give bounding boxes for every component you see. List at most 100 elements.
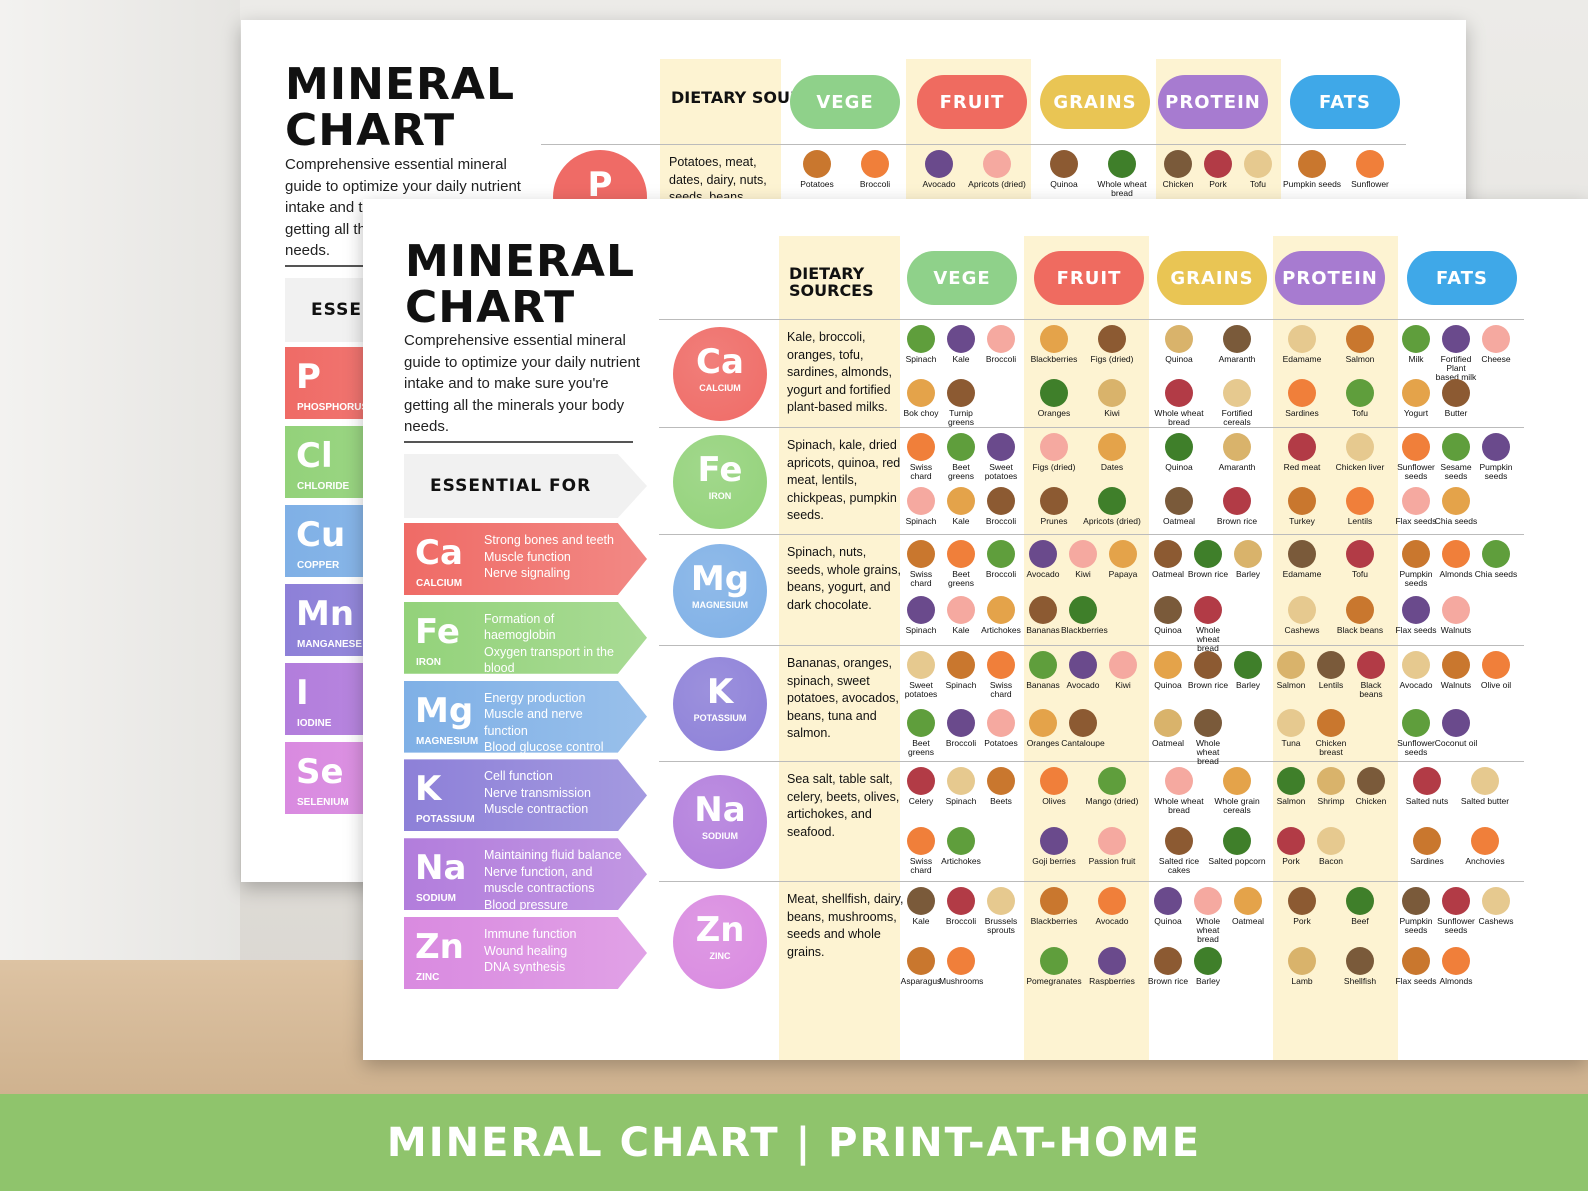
page-title: MINERAL CHART bbox=[405, 239, 635, 331]
food-item: Lentils bbox=[1331, 486, 1389, 526]
food-item: Shrimp bbox=[1309, 767, 1353, 806]
food-label: Pork bbox=[1209, 179, 1227, 189]
food-label: Pumpkin seeds bbox=[1399, 916, 1433, 935]
bananas-icon bbox=[1029, 595, 1057, 624]
food-label: Sunflower seeds bbox=[1397, 462, 1435, 481]
food-item: Sweet potatoes bbox=[979, 433, 1023, 481]
food-label: Swiss chard bbox=[909, 462, 933, 481]
food-label: Sesame seeds bbox=[1440, 462, 1472, 481]
food-item: Celery bbox=[899, 767, 943, 806]
food-label: Mango (dried) bbox=[1085, 796, 1139, 806]
food-label: Barley bbox=[1235, 680, 1261, 690]
whole-wheat-bread-icon bbox=[1108, 150, 1136, 178]
food-item: Tofu bbox=[1236, 150, 1280, 189]
pomegranates-icon bbox=[1040, 947, 1068, 975]
chicken-liver-icon bbox=[1346, 433, 1374, 461]
food-item: Apricots (dried) bbox=[1083, 486, 1141, 526]
food-item: Spinach bbox=[899, 325, 943, 364]
food-label: Amaranth bbox=[1218, 354, 1256, 364]
kiwi-icon bbox=[1069, 540, 1097, 568]
food-label: Fortified cereals bbox=[1221, 408, 1253, 427]
food-label: Kiwi bbox=[1075, 569, 1091, 579]
food-item: Apricots (dried) bbox=[966, 150, 1028, 189]
broccoli-icon bbox=[947, 887, 975, 915]
blackberries-icon bbox=[1040, 325, 1068, 353]
benefit-item: muscle contractions bbox=[484, 881, 595, 896]
benefit-item: blood bbox=[484, 661, 515, 676]
food-label: Whole grain cereals bbox=[1214, 796, 1260, 815]
food-item: Pumpkin seeds bbox=[1474, 433, 1518, 481]
food-label: Anchovies bbox=[1465, 856, 1505, 866]
food-item: Chicken bbox=[1349, 767, 1393, 806]
food-item: Sunflower seeds bbox=[1394, 433, 1438, 481]
food-label: Broccoli bbox=[985, 515, 1017, 526]
row-divider bbox=[659, 319, 1524, 320]
food-item: Raspberries bbox=[1083, 947, 1141, 986]
prunes-icon bbox=[1040, 486, 1068, 515]
broccoli-icon bbox=[861, 150, 889, 178]
flax-seeds-icon bbox=[1402, 595, 1430, 624]
benefit-item: Formation of bbox=[484, 611, 555, 626]
title-line-2: CHART bbox=[405, 282, 576, 333]
food-label: Lentils bbox=[1318, 680, 1344, 690]
food-label: Avocado bbox=[1095, 916, 1129, 926]
turkey-icon bbox=[1288, 486, 1316, 515]
food-label: Pumpkin seeds bbox=[1479, 462, 1513, 481]
category-pill-fats: FATS bbox=[1407, 251, 1517, 305]
food-label: Spinach bbox=[905, 624, 937, 635]
food-item: Passion fruit bbox=[1083, 827, 1141, 866]
food-label: Whole wheat bread bbox=[1195, 916, 1221, 944]
black-beans-icon bbox=[1346, 595, 1374, 624]
food-label: Broccoli bbox=[985, 569, 1017, 579]
chia-seeds-icon bbox=[1482, 540, 1510, 568]
food-label: Turnip greens bbox=[948, 408, 974, 427]
food-label: Potatoes bbox=[984, 738, 1018, 748]
food-label: Kale bbox=[912, 916, 930, 926]
food-item: Beet greens bbox=[899, 709, 943, 757]
food-label: Kale bbox=[952, 354, 970, 364]
food-label: Papaya bbox=[1108, 569, 1138, 579]
food-item: Whole wheat bread bbox=[1091, 150, 1153, 198]
row-divider bbox=[659, 534, 1524, 535]
food-item: Pomegranates bbox=[1025, 947, 1083, 986]
food-label: Flax seeds bbox=[1395, 624, 1437, 635]
salted-butter-icon bbox=[1471, 767, 1499, 795]
food-label: Swiss chard bbox=[909, 569, 933, 588]
oatmeal-icon bbox=[1154, 540, 1182, 568]
mineral-circle-zinc: Zn ZINC bbox=[673, 895, 767, 989]
food-label: Sardines bbox=[1410, 856, 1444, 866]
brown-rice-icon bbox=[1223, 486, 1251, 515]
spinach-icon bbox=[907, 325, 935, 353]
tofu-icon bbox=[1244, 150, 1272, 178]
food-label: Swiss chard bbox=[989, 680, 1013, 699]
broccoli-icon bbox=[947, 709, 975, 737]
artichokes-icon bbox=[947, 827, 975, 855]
food-label: Whole wheat bread bbox=[1195, 738, 1221, 766]
dietary-sources-text: Potatoes, meat, dates, dairy, nuts, seed… bbox=[669, 155, 767, 198]
food-item: Butter bbox=[1434, 379, 1478, 418]
food-label: Flax seeds bbox=[1395, 976, 1437, 986]
food-label: Broccoli bbox=[985, 354, 1017, 364]
circle-symbol: P bbox=[587, 165, 613, 205]
food-item: Whole wheat bread bbox=[1150, 379, 1208, 427]
food-label: Dates bbox=[1100, 462, 1124, 472]
essential-for-label: ESSENTIAL FOR bbox=[430, 476, 592, 496]
food-item: Broccoli bbox=[939, 887, 983, 926]
food-label: Flax seeds bbox=[1395, 515, 1437, 526]
benefit-list: Immune function Wound healing DNA synthesi… bbox=[484, 926, 576, 976]
food-item: Brown rice bbox=[1186, 651, 1230, 690]
food-label: Red meat bbox=[1283, 462, 1321, 472]
circle-symbol: K bbox=[706, 672, 734, 712]
walnuts-icon bbox=[1442, 651, 1470, 679]
food-item: Oranges bbox=[1021, 709, 1065, 748]
food-label: Prunes bbox=[1040, 515, 1068, 526]
food-item: Walnuts bbox=[1434, 651, 1478, 690]
oranges-icon bbox=[1029, 709, 1057, 737]
food-label: Oatmeal bbox=[1231, 916, 1265, 926]
mineral-circle-magnesium: Mg MAGNESIUM bbox=[673, 543, 767, 638]
edamame-icon bbox=[1288, 325, 1316, 353]
food-label: Cashews bbox=[1284, 624, 1320, 635]
food-label: Oatmeal bbox=[1151, 738, 1185, 748]
avocado-icon bbox=[925, 150, 953, 178]
row-divider bbox=[659, 881, 1524, 882]
